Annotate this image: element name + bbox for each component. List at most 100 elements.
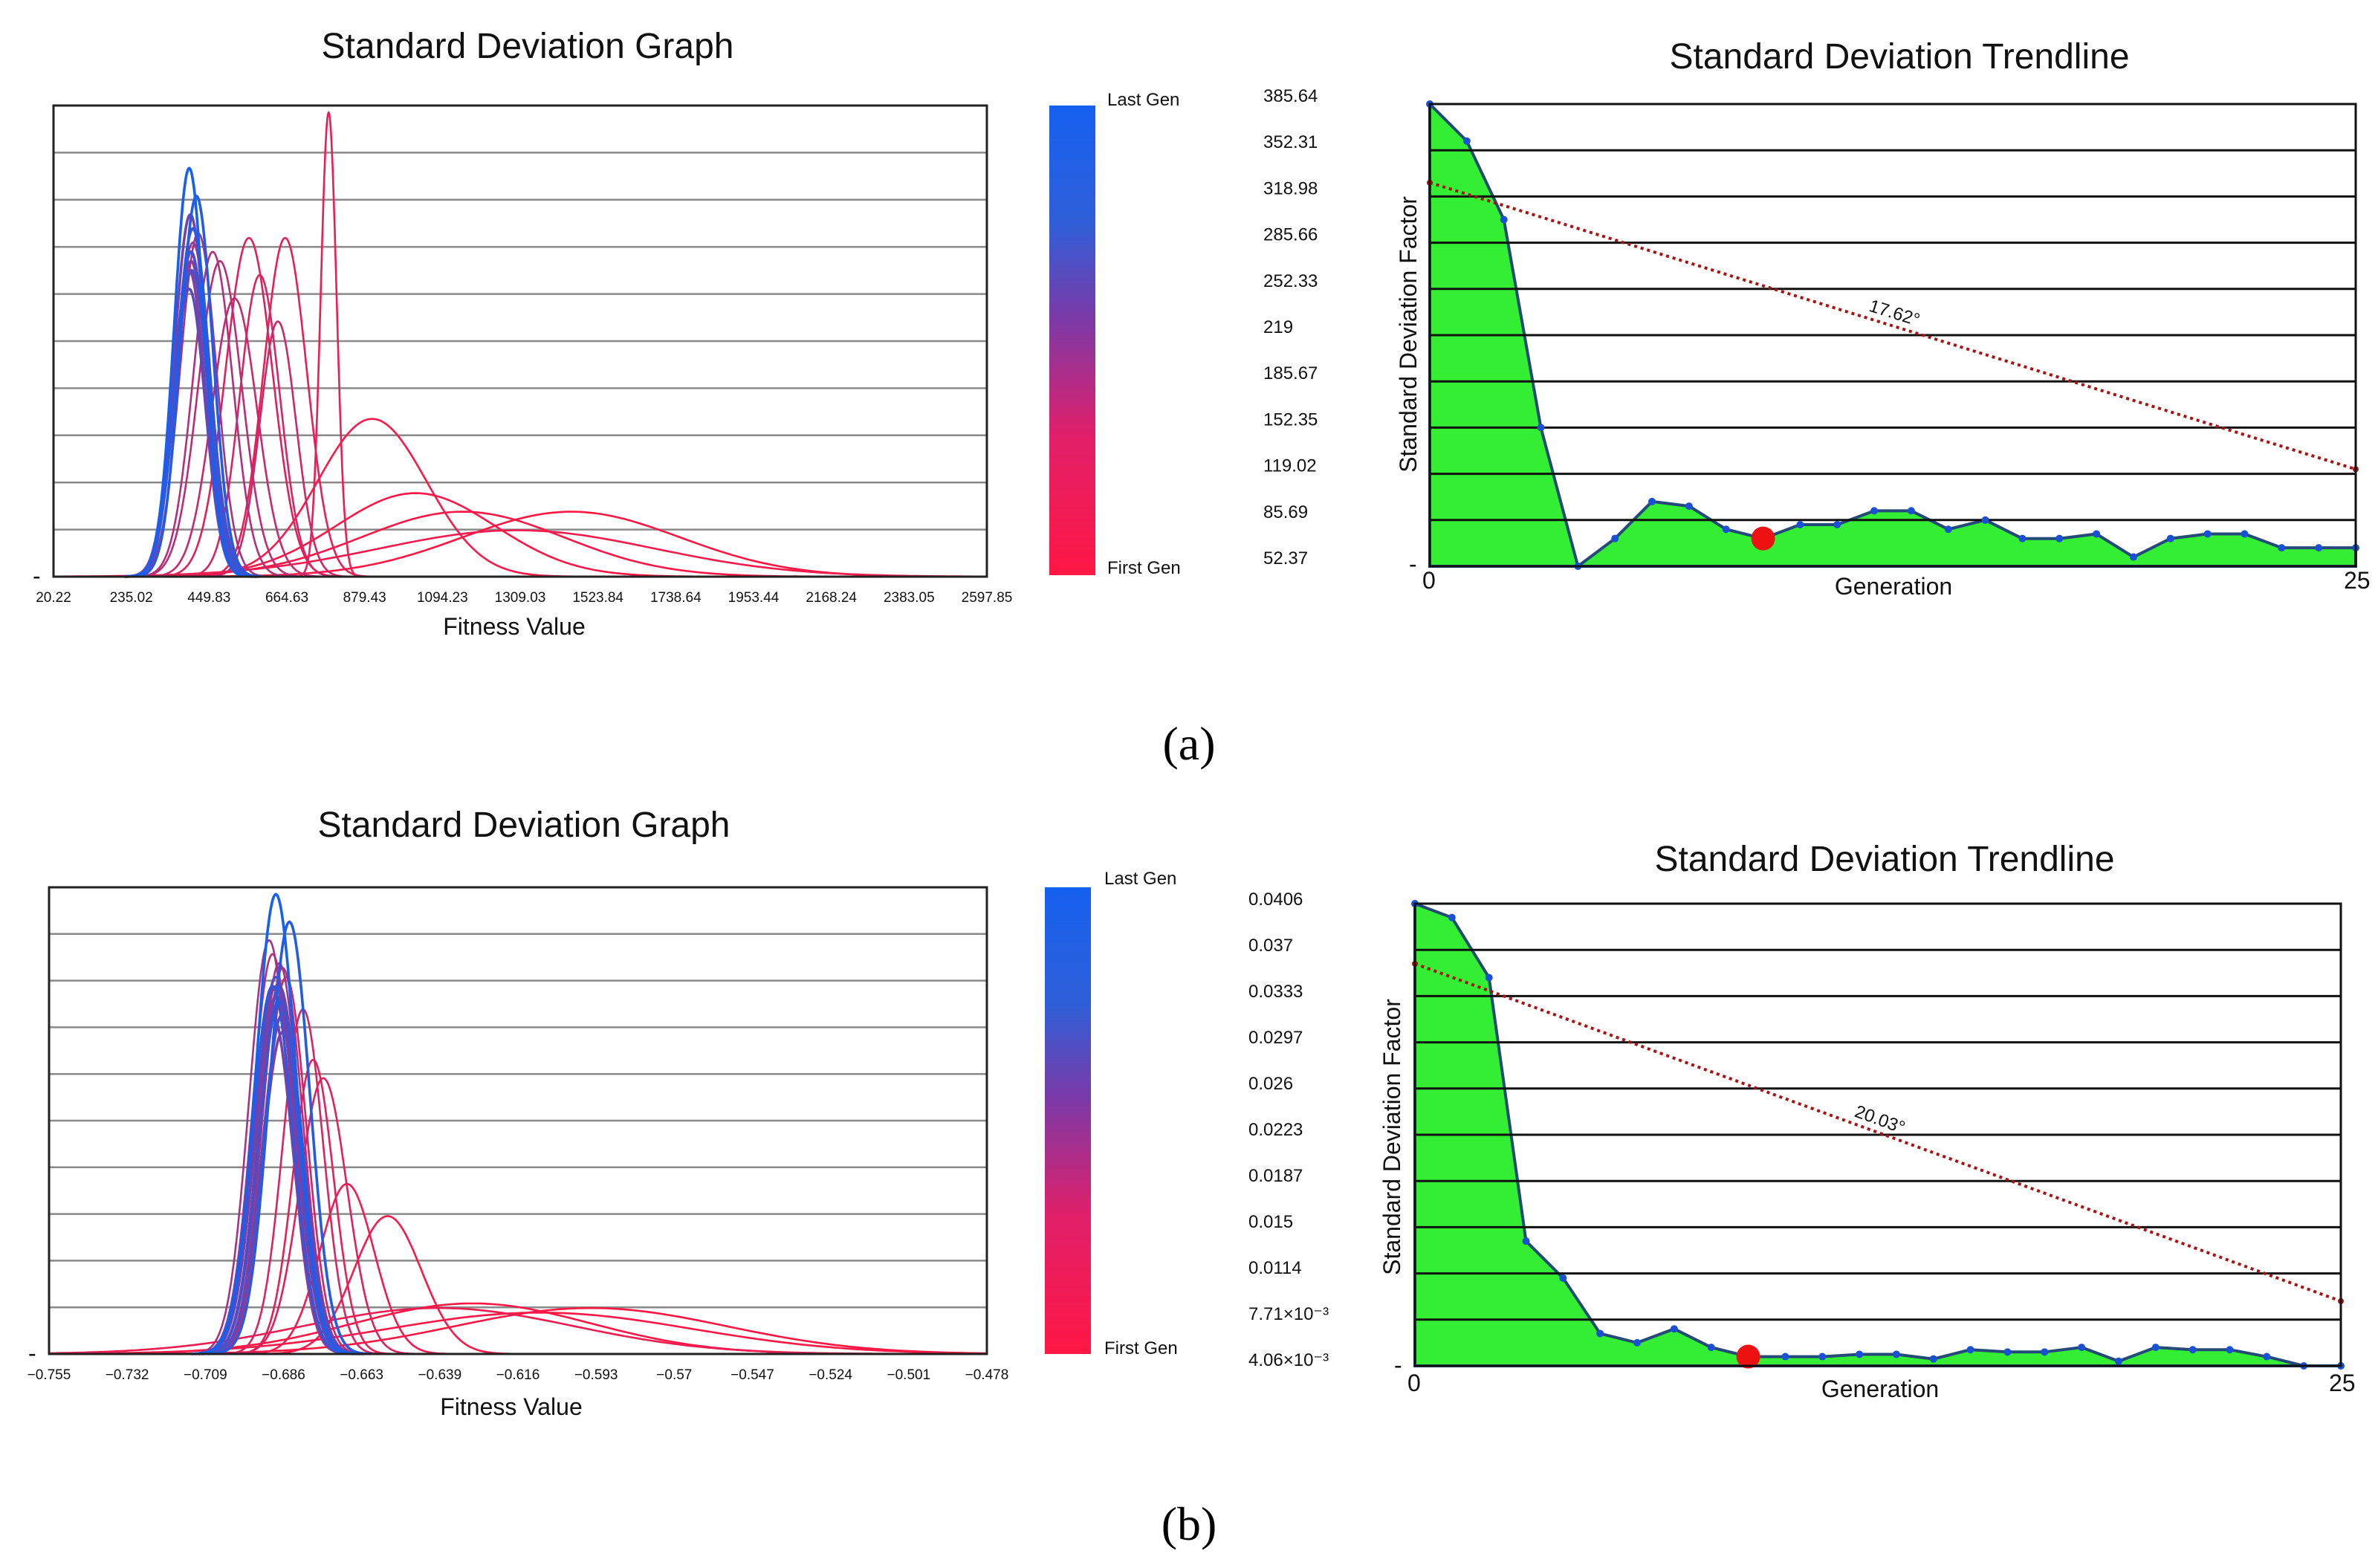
sd-graph-b-frame	[48, 886, 988, 1355]
sd-graph-b-xtick-label: −0.663	[340, 1367, 383, 1383]
sd-graph-a-curve	[97, 492, 734, 578]
sd-graph-a-xticks: 20.22 235.02 449.83 664.63 879.43 1094.23 1309…	[36, 590, 1012, 606]
sd-graph-b: Standard Deviation Graph - −0.755 −0.732−…	[27, 806, 1009, 1420]
trend-b-point	[1781, 1352, 1789, 1361]
trend-b-frame	[1413, 902, 2342, 1367]
trend-a-point	[1722, 525, 1730, 534]
trend-a-point	[2315, 544, 2323, 552]
sd-graph-b-xtick-label: −0.547	[730, 1367, 774, 1383]
sd-graph-a-curve	[133, 250, 293, 578]
trend-a-point	[2241, 530, 2249, 538]
colorbar-b-value: 0.037	[1248, 936, 1293, 956]
colorbar-a-bottom-label: First Gen	[1107, 558, 1181, 578]
trend-b-title: Standard Deviation Trendline	[1654, 840, 2114, 879]
colorbar-b-value: 0.0297	[1248, 1028, 1303, 1048]
colorbar-b-value: 0.0187	[1248, 1166, 1303, 1186]
colorbar-b-bottom-label: First Gen	[1104, 1338, 1178, 1358]
trend-b-grid	[1415, 948, 2341, 1321]
sd-graph-a-xtick-label: 2168.24	[806, 590, 857, 606]
sd-graph-b-xtick-label: −0.593	[574, 1367, 618, 1383]
panel-b: Standard Deviation Graph - −0.755 −0.732−…	[27, 806, 2356, 1550]
sd-graph-a-curve	[128, 166, 250, 578]
trend-a-point	[1685, 502, 1693, 511]
sd-graph-a-curve	[131, 194, 262, 578]
sd-graph-a: Standard Deviation Graph - 20.22 235.02 44…	[33, 27, 1012, 640]
trend-b-ymarker: -	[1394, 1352, 1402, 1379]
sd-graph-b-grid	[49, 933, 987, 1309]
trend-b-point	[2263, 1352, 2271, 1361]
colorbar-a-value: 219	[1263, 317, 1293, 337]
colorbar-a-gradient	[1049, 106, 1095, 575]
sd-graph-a-xtick-label: 2383.05	[884, 590, 935, 606]
trend-b-point	[1596, 1329, 1604, 1338]
sd-graph-a-xlabel: Fitness Value	[443, 613, 586, 640]
trend-b-trendline	[1414, 962, 2342, 1303]
trend-b-point	[1633, 1338, 1642, 1347]
trend-a-point	[2129, 553, 2137, 561]
trend-b-point	[2226, 1346, 2234, 1354]
panel-a-label: (a)	[1162, 717, 1215, 770]
sd-graph-a-xtick-label: 1738.64	[650, 590, 702, 606]
trend-b-point	[1929, 1355, 1937, 1363]
sd-graph-b-xtick-label: −0.639	[418, 1367, 462, 1383]
sd-graph-b-curve	[228, 1077, 418, 1355]
sd-graph-a-curve	[297, 111, 361, 578]
sd-graph-b-ymarker: -	[28, 1340, 36, 1367]
trend-a-point	[1870, 507, 1879, 515]
colorbar-a-value: 318.98	[1263, 178, 1318, 198]
trend-b-point	[1856, 1350, 1864, 1358]
trend-a-point	[2093, 530, 2101, 538]
trend-b-point	[1707, 1344, 1715, 1352]
trend-a: Standard Deviation Trendline 17.62° Stan…	[1395, 37, 2371, 600]
trend-a-frame	[1428, 103, 2357, 568]
sd-graph-b-xtick-label: −0.478	[965, 1367, 1009, 1383]
trend-b-point	[2003, 1348, 2012, 1356]
sd-graph-b-curve	[187, 939, 351, 1355]
sd-graph-a-curve	[180, 273, 340, 578]
sd-graph-b-xtick-label: −0.57	[656, 1367, 692, 1383]
trend-a-xlabel: Generation	[1835, 573, 1952, 600]
colorbar-b-gradient	[1045, 887, 1091, 1354]
colorbar-b-value: 0.0333	[1248, 982, 1303, 1002]
trend-a-point	[1833, 521, 1841, 529]
trend-b-point	[1818, 1352, 1827, 1361]
colorbar-a-value: 119.02	[1263, 456, 1317, 476]
trend-b-points	[1411, 900, 2345, 1370]
sd-graph-a-xtick-label: 449.83	[187, 590, 230, 606]
colorbar-a-value: 285.66	[1263, 225, 1318, 245]
sd-graph-b-xtick-label: −0.686	[262, 1367, 305, 1383]
trend-b-xend: 25	[2329, 1370, 2356, 1396]
trend-a-ymarker: -	[1409, 551, 1417, 577]
trend-b-point	[2189, 1346, 2197, 1354]
colorbar-b-value: 0.0114	[1248, 1258, 1302, 1278]
colorbar-b-value: 0.015	[1248, 1212, 1293, 1232]
trend-b-point	[1966, 1346, 1974, 1354]
colorbar-a-values: 385.64 352.31 318.98 285.66 252.33 219 185.67 1…	[1263, 86, 1318, 568]
trend-a-point	[2018, 534, 2027, 542]
trend-b-point	[1559, 1274, 1567, 1282]
colorbar-a-value: 252.33	[1263, 271, 1318, 291]
trend-b-highlight-marker	[1736, 1344, 1760, 1369]
trend-a-angle-label: 17.62°	[1867, 296, 1922, 330]
sd-graph-b-xtick-label: −0.732	[106, 1367, 149, 1383]
sd-graph-b-xtick-label: −0.616	[496, 1367, 540, 1383]
trend-a-point	[1981, 516, 1989, 524]
trend-a-point	[1611, 534, 1619, 542]
colorbar-a-value: 385.64	[1263, 86, 1318, 106]
colorbar-a-value: 52.37	[1263, 548, 1308, 568]
trend-a-point	[1796, 521, 1804, 529]
sd-graph-a-curve	[198, 236, 372, 578]
colorbar-a-value: 152.35	[1263, 409, 1318, 430]
sd-graph-b-xtick-label: −0.755	[27, 1367, 71, 1383]
trend-b-point	[1670, 1325, 1678, 1333]
sd-graph-a-curve	[54, 529, 987, 578]
trend-a-title: Standard Deviation Trendline	[1669, 37, 2129, 77]
trend-a-point	[2055, 534, 2064, 542]
trend-b-ylabel: Standard Deviation Factor	[1378, 999, 1405, 1275]
sd-graph-a-curves	[54, 111, 987, 578]
colorbar-a-value: 352.31	[1263, 132, 1318, 152]
colorbar-a: Last Gen First Gen 385.64 352.31 318.98 285…	[1049, 86, 1318, 578]
trend-b-xstart: 0	[1407, 1370, 1421, 1396]
colorbar-b-value: 0.026	[1248, 1074, 1293, 1094]
